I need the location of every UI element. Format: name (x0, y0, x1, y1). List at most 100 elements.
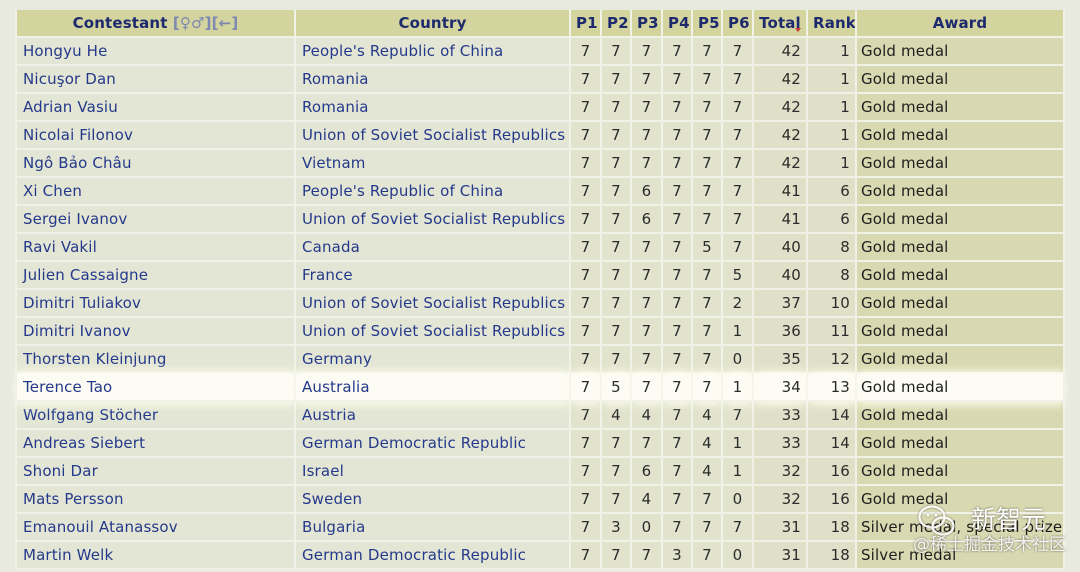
contestant-link[interactable]: Hongyu He (23, 42, 108, 60)
score-p1: 7 (571, 122, 602, 150)
country-link[interactable]: People's Republic of China (302, 182, 504, 200)
rank: 1 (808, 122, 857, 150)
score-p6: 1 (723, 430, 754, 458)
sort-by-p4-link[interactable]: P4 (668, 14, 690, 32)
rank: 6 (808, 206, 857, 234)
total-score: 32 (754, 458, 808, 486)
score-p5: 4 (693, 430, 723, 458)
contestant-link[interactable]: Martin Welk (23, 546, 114, 564)
award: Gold medal (857, 318, 1065, 346)
country-link[interactable]: Germany (302, 350, 372, 368)
country-cell: People's Republic of China (296, 178, 571, 206)
contestant-cell: Ravi Vakil (15, 234, 296, 262)
country-cell: Union of Soviet Socialist Republics (296, 122, 571, 150)
contestant-link[interactable]: Emanouil Atanassov (23, 518, 178, 536)
award: Gold medal (857, 458, 1065, 486)
sort-by-contestant-link[interactable]: Contestant (72, 14, 168, 32)
country-link[interactable]: Romania (302, 98, 369, 116)
country-cell: Australia (296, 374, 571, 402)
country-link[interactable]: German Democratic Republic (302, 434, 527, 452)
sort-by-country-link[interactable]: Country (398, 14, 467, 32)
contestant-cell: Thorsten Kleinjung (15, 346, 296, 374)
country-link[interactable]: Australia (302, 378, 370, 396)
score-p4: 7 (663, 262, 693, 290)
contestant-link[interactable]: Andreas Siebert (23, 434, 146, 452)
score-p3: 7 (632, 374, 663, 402)
rank: 12 (808, 346, 857, 374)
score-p4: 7 (663, 66, 693, 94)
sort-by-p2-link[interactable]: P2 (607, 14, 629, 32)
country-link[interactable]: Union of Soviet Socialist Republics (302, 294, 566, 312)
contestant-link[interactable]: Dimitri Ivanov (23, 322, 131, 340)
award: Gold medal (857, 178, 1065, 206)
gender-filter-link[interactable]: [♀♂] (172, 14, 212, 32)
score-p4: 7 (663, 234, 693, 262)
contestant-link[interactable]: Sergei Ivanov (23, 210, 128, 228)
country-link[interactable]: Union of Soviet Socialist Republics (302, 322, 566, 340)
score-p5: 7 (693, 346, 723, 374)
contestant-link[interactable]: Dimitri Tuliakov (23, 294, 142, 312)
score-p3: 7 (632, 318, 663, 346)
country-link[interactable]: Union of Soviet Socialist Republics (302, 126, 566, 144)
contestant-link[interactable]: Mats Persson (23, 490, 124, 508)
contestant-link[interactable]: Thorsten Kleinjung (23, 350, 167, 368)
back-link[interactable]: [←] (211, 14, 239, 32)
sort-by-award-link[interactable]: Award (932, 14, 988, 32)
sort-by-rank-link[interactable]: Rank (813, 14, 856, 32)
score-p2: 5 (602, 374, 632, 402)
score-p6: 7 (723, 178, 754, 206)
country-cell: German Democratic Republic (296, 430, 571, 458)
country-link[interactable]: Romania (302, 70, 369, 88)
sort-by-p5-link[interactable]: P5 (698, 14, 720, 32)
score-p3: 6 (632, 178, 663, 206)
contestant-link[interactable]: Ravi Vakil (23, 238, 97, 256)
country-link[interactable]: Union of Soviet Socialist Republics (302, 210, 566, 228)
award: Silver medal, special prize (857, 514, 1065, 542)
country-link[interactable]: Sweden (302, 490, 363, 508)
country-link[interactable]: People's Republic of China (302, 42, 504, 60)
score-p5: 7 (693, 262, 723, 290)
score-p1: 7 (571, 66, 602, 94)
rank: 10 (808, 290, 857, 318)
country-link[interactable]: Canada (302, 238, 360, 256)
contestant-link[interactable]: Adrian Vasiu (23, 98, 118, 116)
rank: 18 (808, 514, 857, 542)
country-link[interactable]: France (302, 266, 353, 284)
country-link[interactable]: Israel (302, 462, 344, 480)
contestant-cell: Shoni Dar (15, 458, 296, 486)
contestant-link[interactable]: Nicolai Filonov (23, 126, 133, 144)
contestant-link[interactable]: Terence Tao (23, 378, 113, 396)
country-link[interactable]: Vietnam (302, 154, 366, 172)
col-p2: P2 (602, 10, 632, 38)
country-cell: Bulgaria (296, 514, 571, 542)
total-score: 33 (754, 402, 808, 430)
country-link[interactable]: German Democratic Republic (302, 546, 527, 564)
contestant-link[interactable]: Shoni Dar (23, 462, 98, 480)
score-p3: 7 (632, 430, 663, 458)
rank: 16 (808, 486, 857, 514)
contestant-link[interactable]: Julien Cassaigne (23, 266, 149, 284)
sort-by-p3-link[interactable]: P3 (637, 14, 659, 32)
total-score: 31 (754, 542, 808, 570)
country-link[interactable]: Bulgaria (302, 518, 366, 536)
sort-by-total-link[interactable]: Total (759, 14, 801, 32)
score-p1: 7 (571, 206, 602, 234)
contestant-link[interactable]: Wolfgang Stöcher (23, 406, 159, 424)
rank: 18 (808, 542, 857, 570)
country-link[interactable]: Austria (302, 406, 357, 424)
total-score: 42 (754, 94, 808, 122)
award: Gold medal (857, 94, 1065, 122)
contestant-link[interactable]: Xi Chen (23, 182, 82, 200)
sort-by-p6-link[interactable]: P6 (728, 14, 750, 32)
award: Gold medal (857, 346, 1065, 374)
sort-by-p1-link[interactable]: P1 (576, 14, 598, 32)
score-p4: 7 (663, 178, 693, 206)
contestant-link[interactable]: Nicuşor Dan (23, 70, 116, 88)
rank: 6 (808, 178, 857, 206)
table-row: Julien Cassaigne France 7 7 7 7 7 5 40 8… (15, 262, 1065, 290)
table-row: Ravi Vakil Canada 7 7 7 7 5 7 40 8 Gold … (15, 234, 1065, 262)
score-p6: 5 (723, 262, 754, 290)
award: Gold medal (857, 402, 1065, 430)
contestant-link[interactable]: Ngô Bảo Châu (23, 154, 132, 172)
contestant-cell: Dimitri Tuliakov (15, 290, 296, 318)
